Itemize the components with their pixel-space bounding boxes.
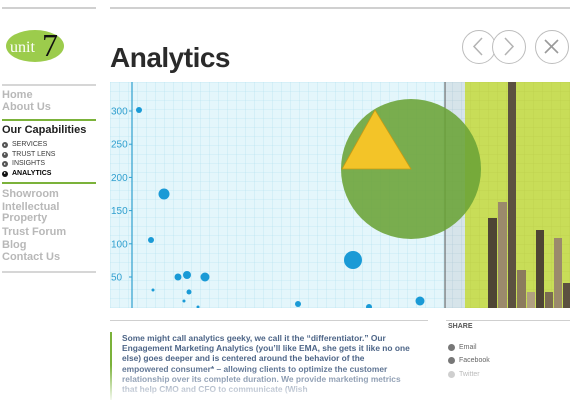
top-divider-right — [110, 7, 570, 9]
nav-our-capabilities[interactable]: Our Capabilities — [2, 124, 87, 136]
nav-home[interactable]: Home — [2, 89, 33, 101]
nav-sub-label: INSIGHTS — [12, 160, 46, 167]
nav-sub-label: SERVICES — [12, 141, 48, 148]
nav-sub-label: ANALYTICS — [12, 169, 52, 177]
y-tick-label: 100 — [111, 239, 128, 250]
y-tick-label: 150 — [111, 206, 128, 217]
hero-illustration: 300 250 200 150 100 50 — [110, 82, 570, 308]
close-button[interactable] — [535, 30, 569, 64]
share-email-label: Email — [459, 344, 477, 351]
nav-blog[interactable]: Blog — [2, 238, 27, 251]
logo-text-unit: unit — [10, 39, 35, 56]
top-divider-left — [2, 7, 96, 9]
scatter-dots — [136, 107, 425, 308]
nav-trust-forum[interactable]: Trust Forum — [2, 226, 67, 238]
share-divider — [446, 320, 570, 321]
close-icon — [544, 39, 559, 54]
arrow-left-icon — [472, 37, 483, 56]
share-twitter-label: Twitter — [459, 371, 480, 378]
nav-sub-analytics[interactable]: ANALYTICS — [2, 170, 51, 178]
nav-intellectual-property-line1[interactable]: Intellectual — [2, 201, 60, 213]
nav-about[interactable]: About Us — [2, 101, 51, 113]
nav-divider — [2, 271, 96, 273]
nav-contact[interactable]: Contact Us — [2, 251, 61, 263]
logo-graphic: unit 7 — [6, 27, 64, 63]
previous-button[interactable] — [462, 30, 496, 64]
twitter-icon — [448, 371, 455, 378]
y-tick-label: 250 — [111, 140, 128, 151]
pie-slice — [341, 109, 412, 170]
bar-group — [488, 82, 570, 308]
page-title: Analytics — [110, 42, 231, 73]
nav-sub-trust-lens[interactable]: TRUST LENS — [2, 151, 55, 159]
next-button[interactable] — [492, 30, 526, 64]
y-axis-ticks: 300 250 200 150 100 50 — [111, 107, 132, 284]
nav-divider — [2, 84, 96, 86]
arrow-bullet-icon — [2, 142, 8, 148]
facebook-icon — [448, 357, 455, 364]
email-icon — [448, 344, 455, 351]
text-fade-overlay — [110, 365, 430, 400]
arrow-bullet-icon — [2, 151, 8, 158]
share-twitter[interactable]: Twitter — [448, 371, 480, 378]
share-email[interactable]: Email — [448, 344, 477, 351]
nav-sub-services[interactable]: SERVICES — [2, 141, 47, 149]
share-title: SHARE — [448, 323, 473, 330]
nav-divider-green — [2, 182, 96, 184]
nav-showroom[interactable]: Showroom — [2, 188, 59, 200]
logo-text-7: 7 — [42, 27, 58, 63]
y-tick-label: 200 — [111, 173, 128, 184]
arrow-right-icon — [504, 37, 515, 56]
unit7-logo[interactable]: unit 7 — [5, 26, 67, 66]
content-divider — [110, 320, 428, 321]
arrow-bullet-icon — [2, 170, 8, 177]
y-tick-label: 300 — [111, 107, 128, 118]
y-tick-label: 50 — [111, 273, 123, 284]
nav-sub-insights[interactable]: INSIGHTS — [2, 160, 45, 168]
nav-intellectual-property-line2[interactable]: Property — [2, 212, 48, 224]
nav-sub-label: TRUST LENS — [12, 150, 56, 158]
arrow-bullet-icon — [2, 161, 8, 167]
share-facebook[interactable]: Facebook — [448, 357, 490, 364]
nav-divider-green — [2, 119, 96, 121]
analytics-hero-graphic: 300 250 200 150 100 50 — [110, 82, 570, 308]
share-facebook-label: Facebook — [459, 357, 490, 364]
